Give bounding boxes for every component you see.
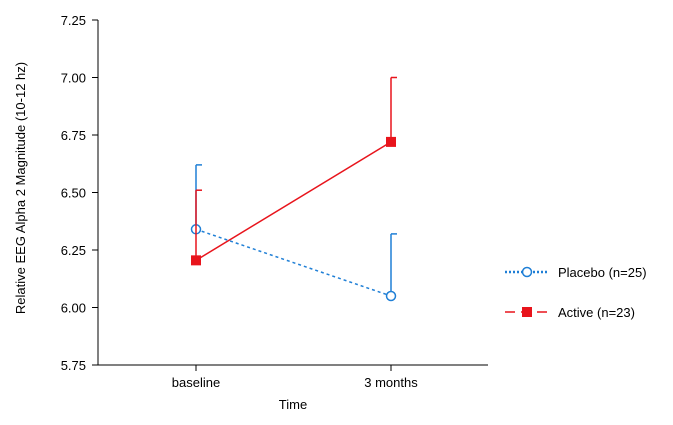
y-tick-label: 7.00 [61,71,86,86]
legend-swatch [505,266,549,278]
y-tick-label: 6.50 [61,186,86,201]
legend-label: Placebo (n=25) [558,265,647,280]
series-line [195,228,392,297]
legend-item-active: Active (n=23) [505,305,635,320]
series-layer [190,76,397,302]
legend-swatch [505,307,549,317]
data-point [386,136,396,147]
legend-item-placebo: Placebo (n=25) [505,265,647,280]
data-point [385,290,397,302]
y-tick-label: 7.25 [61,13,86,28]
axes [97,20,488,366]
x-tick-label: baseline [172,375,220,390]
legend-marker [521,266,533,278]
x-axis-label: Time [279,397,307,412]
legend-marker [522,307,532,317]
legend: Placebo (n=25) Active (n=23) [505,265,647,320]
series-line [195,141,392,261]
y-tick-label: 6.75 [61,128,86,143]
y-axis-label: Relative EEG Alpha 2 Magnitude (10-12 hz… [13,62,28,314]
legend-label: Active (n=23) [558,305,635,320]
series-placebo [190,164,397,302]
series-active [191,76,397,266]
y-ticks: 5.75 6.00 6.25 6.50 6.75 7.00 7.25 [61,13,98,373]
y-tick-label: 5.75 [61,358,86,373]
y-tick-label: 6.25 [61,243,86,258]
x-ticks: baseline 3 months [172,365,418,390]
data-point [191,255,201,266]
y-tick-label: 6.00 [61,301,86,316]
x-tick-label: 3 months [364,375,418,390]
